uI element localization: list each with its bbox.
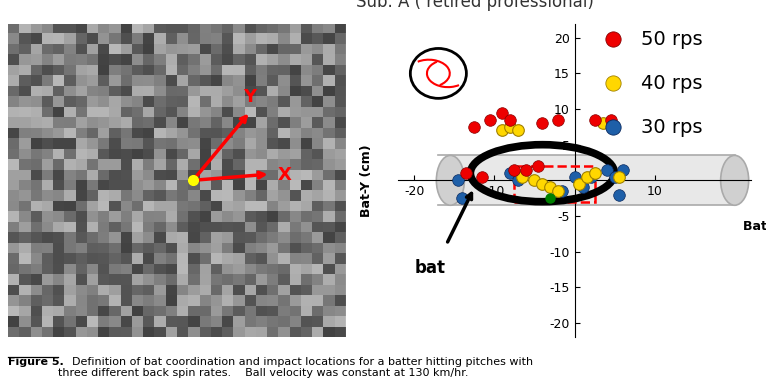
Point — [476, 174, 489, 180]
Text: Definition of bat coordination and impact locations for a batter hitting pitches: Definition of bat coordination and impac… — [58, 357, 533, 378]
Point — [504, 124, 516, 130]
Point — [504, 116, 516, 123]
Point — [484, 116, 496, 123]
Point — [457, 195, 469, 201]
Bar — [450, 155, 735, 205]
Point — [536, 120, 548, 127]
Text: Sub. A ( retired professional): Sub. A ( retired professional) — [356, 0, 594, 11]
Point — [509, 167, 521, 173]
Point — [512, 127, 525, 134]
Point — [545, 184, 557, 191]
Point — [468, 124, 480, 130]
Text: Figure 5.: Figure 5. — [8, 357, 64, 367]
Ellipse shape — [437, 155, 464, 205]
Text: Bat-Y (cm): Bat-Y (cm) — [360, 144, 373, 217]
Point — [613, 174, 625, 180]
Point — [581, 174, 593, 180]
Text: Y: Y — [244, 88, 257, 106]
Point — [576, 184, 588, 191]
Point — [512, 177, 525, 183]
Point — [572, 181, 584, 187]
Text: 40 rps: 40 rps — [641, 74, 703, 93]
Point — [601, 167, 613, 173]
Bar — [515, 166, 594, 202]
Text: 50 rps: 50 rps — [641, 30, 703, 49]
Point — [604, 116, 617, 123]
Point — [452, 177, 464, 183]
Point — [532, 163, 545, 169]
Point — [496, 127, 509, 134]
Point — [608, 174, 620, 180]
Point — [516, 174, 529, 180]
Point — [584, 174, 597, 180]
Point — [520, 167, 532, 173]
Point — [613, 191, 625, 198]
Text: X: X — [277, 166, 291, 184]
Point — [568, 174, 581, 180]
Point — [552, 188, 565, 194]
Point — [588, 116, 601, 123]
Point — [588, 170, 601, 176]
Text: Bat-X (cm): Bat-X (cm) — [743, 220, 766, 232]
Point — [552, 116, 565, 123]
Point — [496, 109, 509, 116]
Point — [504, 170, 516, 176]
Point — [529, 177, 541, 183]
Text: 30 rps: 30 rps — [641, 118, 703, 136]
Circle shape — [411, 49, 466, 98]
Point — [597, 120, 609, 127]
Point — [536, 181, 548, 187]
Ellipse shape — [721, 155, 748, 205]
Point — [617, 167, 629, 173]
Text: bat: bat — [414, 259, 445, 277]
Point — [556, 188, 568, 194]
Point — [545, 195, 557, 201]
Point — [460, 170, 473, 176]
